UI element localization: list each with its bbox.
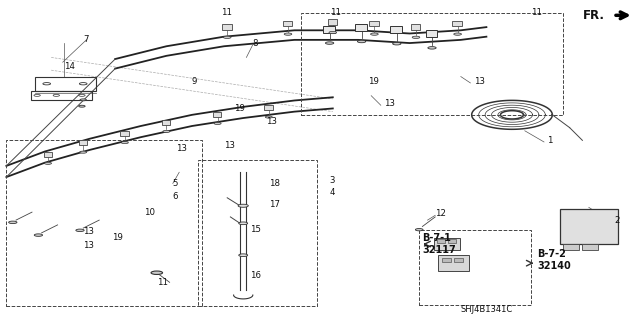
Ellipse shape <box>357 40 366 43</box>
Bar <box>355 24 367 31</box>
Text: 11: 11 <box>157 278 168 287</box>
Text: 13: 13 <box>83 241 94 250</box>
Text: 2: 2 <box>614 216 620 225</box>
Bar <box>437 239 445 243</box>
Ellipse shape <box>80 151 87 153</box>
Ellipse shape <box>371 33 378 35</box>
Bar <box>434 238 460 250</box>
Bar <box>120 131 129 136</box>
Text: 5: 5 <box>173 179 179 188</box>
Text: 32117: 32117 <box>422 245 456 256</box>
Text: 6: 6 <box>173 192 179 201</box>
Bar <box>442 258 451 262</box>
Bar <box>79 140 87 145</box>
Text: 19: 19 <box>368 77 379 86</box>
Text: 8: 8 <box>253 39 259 48</box>
Bar <box>328 19 337 25</box>
Bar <box>283 21 292 26</box>
Bar <box>323 26 335 33</box>
Ellipse shape <box>34 234 42 236</box>
Text: 15: 15 <box>250 225 260 234</box>
Text: 17: 17 <box>269 200 280 209</box>
Bar <box>582 244 598 250</box>
Text: 1: 1 <box>547 136 553 145</box>
Ellipse shape <box>239 254 248 256</box>
Bar <box>301 13 563 115</box>
Bar <box>452 21 462 26</box>
Text: 11: 11 <box>531 8 542 17</box>
Text: FR.: FR. <box>582 9 604 22</box>
Ellipse shape <box>266 116 273 118</box>
Text: 12: 12 <box>435 209 446 218</box>
Ellipse shape <box>80 99 86 101</box>
Bar <box>411 24 420 30</box>
Text: 11: 11 <box>221 8 232 17</box>
Text: B-7-1: B-7-1 <box>422 233 451 243</box>
Text: SHJ4B1341C: SHJ4B1341C <box>460 305 513 314</box>
Text: 10: 10 <box>144 208 155 217</box>
Bar <box>162 120 170 125</box>
Bar <box>222 24 232 30</box>
Bar <box>198 160 317 306</box>
Text: 4: 4 <box>330 189 335 197</box>
Bar <box>213 112 221 117</box>
Text: 13: 13 <box>474 77 484 86</box>
Ellipse shape <box>412 36 420 39</box>
Text: 19: 19 <box>112 233 123 242</box>
Text: 7: 7 <box>83 35 89 44</box>
Ellipse shape <box>122 142 129 144</box>
Ellipse shape <box>428 47 436 49</box>
Ellipse shape <box>151 271 163 274</box>
Ellipse shape <box>326 42 334 44</box>
Ellipse shape <box>454 33 461 35</box>
Bar <box>31 91 92 100</box>
Ellipse shape <box>329 31 337 34</box>
Ellipse shape <box>238 204 248 207</box>
Text: 14: 14 <box>64 63 75 71</box>
Bar <box>35 77 96 91</box>
Ellipse shape <box>163 130 170 132</box>
Ellipse shape <box>45 162 51 164</box>
Bar <box>454 258 463 262</box>
Bar <box>438 255 469 271</box>
Text: 13: 13 <box>224 141 235 150</box>
Text: 9: 9 <box>192 77 197 86</box>
Text: 11: 11 <box>330 8 340 17</box>
Text: 32140: 32140 <box>538 261 572 271</box>
Text: 18: 18 <box>269 179 280 188</box>
Ellipse shape <box>393 42 401 45</box>
Ellipse shape <box>223 36 231 39</box>
Bar <box>6 140 202 306</box>
Text: 13: 13 <box>266 117 276 126</box>
Bar <box>390 26 402 33</box>
Text: 16: 16 <box>250 271 260 280</box>
Ellipse shape <box>76 229 84 232</box>
Ellipse shape <box>9 221 17 224</box>
Ellipse shape <box>214 122 221 124</box>
Text: 19: 19 <box>234 104 244 113</box>
Ellipse shape <box>415 228 423 231</box>
Bar <box>563 244 579 250</box>
Bar <box>264 105 273 110</box>
Bar <box>560 209 618 244</box>
Text: 13: 13 <box>384 99 395 108</box>
Text: 13: 13 <box>83 227 94 236</box>
Ellipse shape <box>79 105 85 107</box>
Bar <box>419 230 531 305</box>
Text: B-7-2: B-7-2 <box>538 249 566 259</box>
Bar <box>44 152 52 157</box>
Bar <box>369 21 379 26</box>
Ellipse shape <box>239 222 248 225</box>
Text: 3: 3 <box>330 176 335 185</box>
Bar <box>426 30 437 37</box>
Text: 13: 13 <box>176 144 187 153</box>
Ellipse shape <box>284 33 292 35</box>
Bar <box>448 239 456 243</box>
